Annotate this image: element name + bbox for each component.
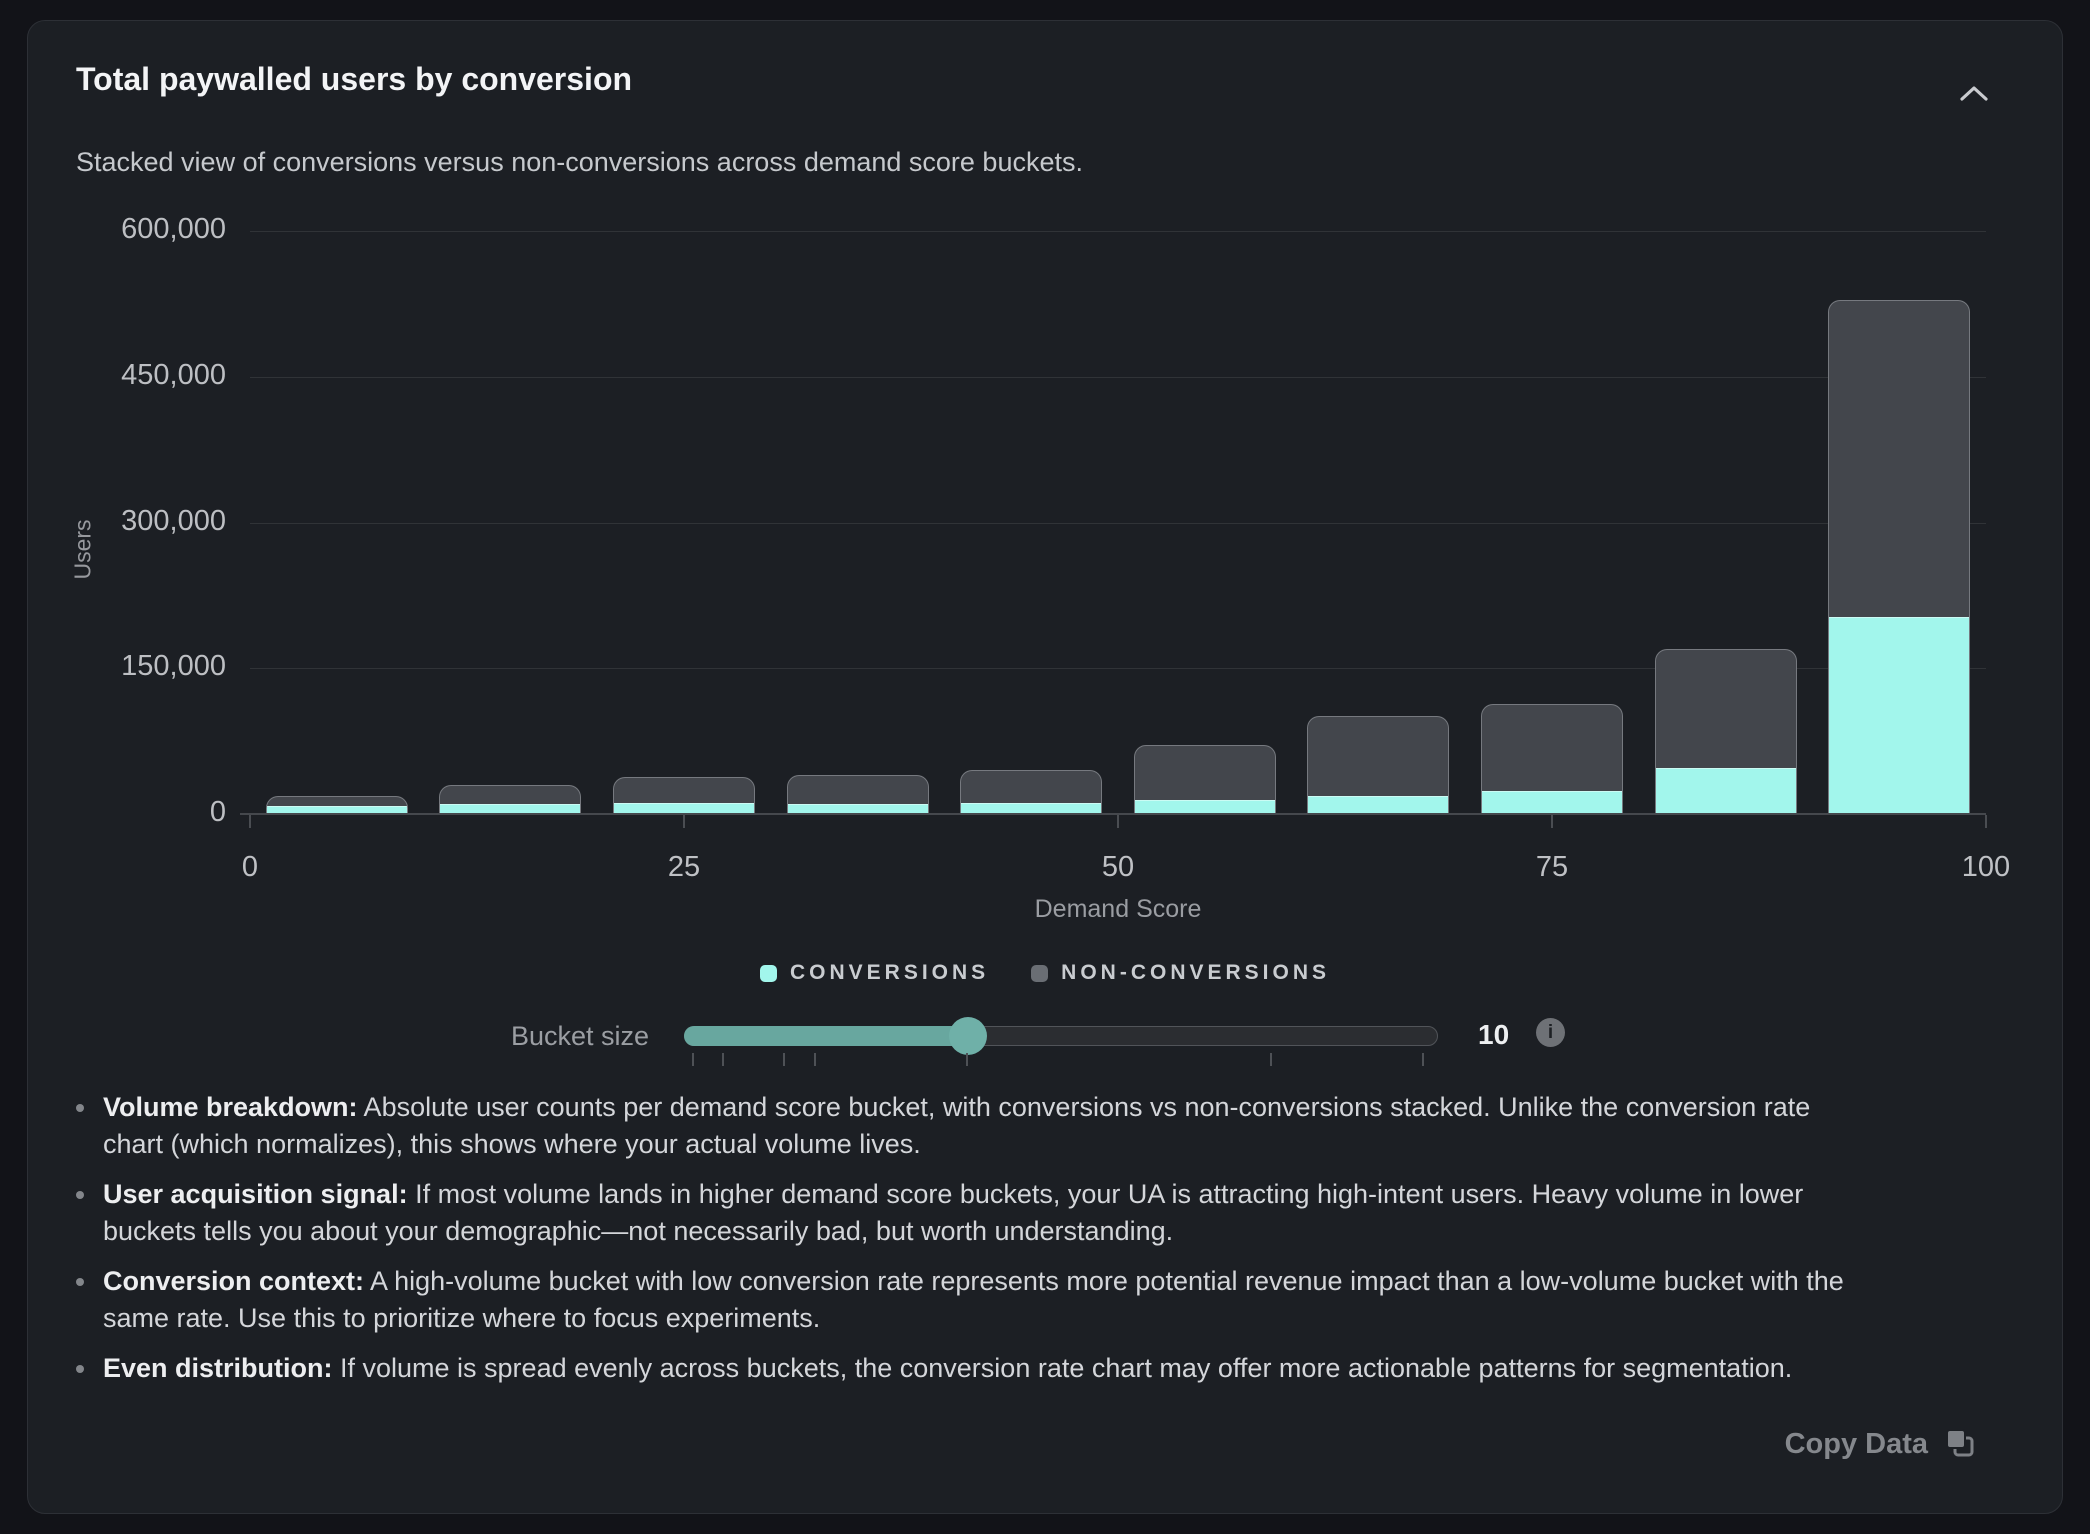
bar-conversions-segment xyxy=(440,804,581,813)
x-tick-label: 75 xyxy=(1535,851,1569,883)
bar-bucket-60-70[interactable] xyxy=(1307,715,1450,813)
bucket-size-value: 10 xyxy=(1478,1019,1510,1050)
bullet-icon xyxy=(76,1278,84,1286)
card-subtitle: Stacked view of conversions versus non-c… xyxy=(76,147,1083,177)
info-icon[interactable]: i xyxy=(1536,1018,1565,1047)
note-text: Even distribution: If volume is spread e… xyxy=(103,1353,1793,1383)
x-tick xyxy=(1117,815,1119,828)
bar-bucket-30-40[interactable] xyxy=(786,774,929,813)
bucket-size-label: Bucket size xyxy=(510,1021,649,1051)
bar-bucket-70-80[interactable] xyxy=(1481,704,1623,813)
note-text: Conversion context: A high-volume bucket… xyxy=(103,1266,1844,1333)
bucket-size-slider[interactable] xyxy=(684,1017,1438,1055)
copy-data-button[interactable]: Copy Data xyxy=(1785,1427,1978,1461)
slider-tick xyxy=(692,1053,694,1066)
bar-bucket-10-20[interactable] xyxy=(439,785,582,813)
y-tick-label: 300,000 xyxy=(121,504,226,537)
bar-conversions-segment xyxy=(1655,768,1796,813)
slider-tick xyxy=(783,1053,786,1066)
x-tick xyxy=(249,815,251,828)
note-text: User acquisition signal: If most volume … xyxy=(103,1179,1804,1246)
copy-icon xyxy=(1946,1429,1974,1457)
x-tick-label: 0 xyxy=(241,851,259,883)
gridline xyxy=(250,668,1986,670)
slider-tick xyxy=(965,1053,968,1066)
y-tick-label: 0 xyxy=(209,796,226,828)
y-tick-label: 450,000 xyxy=(121,358,226,391)
legend-label: CONVERSIONS xyxy=(789,961,990,984)
note-item: Even distribution: If volume is spread e… xyxy=(76,1350,1876,1387)
gridline xyxy=(250,522,1986,524)
bar-bucket-0-10[interactable] xyxy=(265,795,408,813)
bar-conversions-segment xyxy=(1134,800,1275,813)
y-tick-label: 600,000 xyxy=(121,213,226,245)
bar-conversions-segment xyxy=(614,803,754,813)
bar-conversions-segment xyxy=(787,803,928,813)
bar-conversions-segment xyxy=(266,805,407,813)
bar-bucket-20-30[interactable] xyxy=(613,777,755,813)
legend-item-non-conversions[interactable]: NON-CONVERSIONS xyxy=(1031,961,1330,985)
bar-bucket-90-100[interactable] xyxy=(1828,299,1971,813)
slider-tick xyxy=(1422,1053,1424,1066)
note-item: Volume breakdown: Absolute user counts p… xyxy=(76,1089,1876,1163)
bar-conversions-segment xyxy=(961,802,1102,813)
x-tick-label: 25 xyxy=(667,851,701,883)
bar-conversions-segment xyxy=(1829,616,1970,813)
legend-swatch-icon xyxy=(1031,964,1049,982)
slider-tick xyxy=(722,1053,725,1066)
slider-fill xyxy=(684,1026,969,1046)
x-axis-title: Demand Score xyxy=(1034,895,1202,923)
note-item: User acquisition signal: If most volume … xyxy=(76,1176,1876,1250)
note-text: Volume breakdown: Absolute user counts p… xyxy=(103,1092,1811,1159)
x-axis-labels: 0 25 50 75 100 xyxy=(242,851,2010,891)
gridline xyxy=(250,376,1986,378)
bar-conversions-segment xyxy=(1308,796,1449,813)
note-item: Conversion context: A high-volume bucket… xyxy=(76,1263,1876,1337)
copy-data-label: Copy Data xyxy=(1784,1427,1928,1460)
bullet-icon xyxy=(76,1365,84,1373)
x-axis-line xyxy=(240,813,1986,815)
legend-label: NON-CONVERSIONS xyxy=(1061,961,1331,984)
y-axis-labels: 0 150,000 300,000 450,000 600,000 xyxy=(28,213,226,828)
bar-bucket-50-60[interactable] xyxy=(1133,744,1276,813)
bar-bucket-80-90[interactable] xyxy=(1654,648,1797,813)
bar-bucket-40-50[interactable] xyxy=(960,769,1103,813)
card-title: Total paywalled users by conversion xyxy=(76,61,633,97)
bar-conversions-segment xyxy=(1482,790,1622,813)
legend-swatch-icon xyxy=(759,964,777,982)
x-tick-label: 50 xyxy=(1101,851,1135,883)
slider-tick xyxy=(1269,1053,1272,1066)
notes-list: Volume breakdown: Absolute user counts p… xyxy=(76,1089,1876,1400)
x-tick-label: 100 xyxy=(1961,851,2011,883)
chart-card: Total paywalled users by conversion Stac… xyxy=(27,20,2063,1514)
legend-item-conversions[interactable]: CONVERSIONS xyxy=(759,961,990,985)
stacked-bar-chart xyxy=(240,231,1987,828)
x-tick xyxy=(683,815,685,828)
bullet-icon xyxy=(76,1191,84,1199)
slider-thumb[interactable] xyxy=(948,1017,987,1055)
gridline xyxy=(250,231,1986,232)
bullet-icon xyxy=(76,1104,84,1112)
x-tick xyxy=(1985,815,1987,828)
chevron-up-icon xyxy=(1960,86,1988,101)
chart-legend: CONVERSIONS NON-CONVERSIONS xyxy=(28,961,2062,985)
slider-tick xyxy=(813,1053,816,1066)
x-tick xyxy=(1551,815,1553,828)
collapse-button[interactable] xyxy=(1948,67,2000,119)
y-tick-label: 150,000 xyxy=(121,650,226,683)
